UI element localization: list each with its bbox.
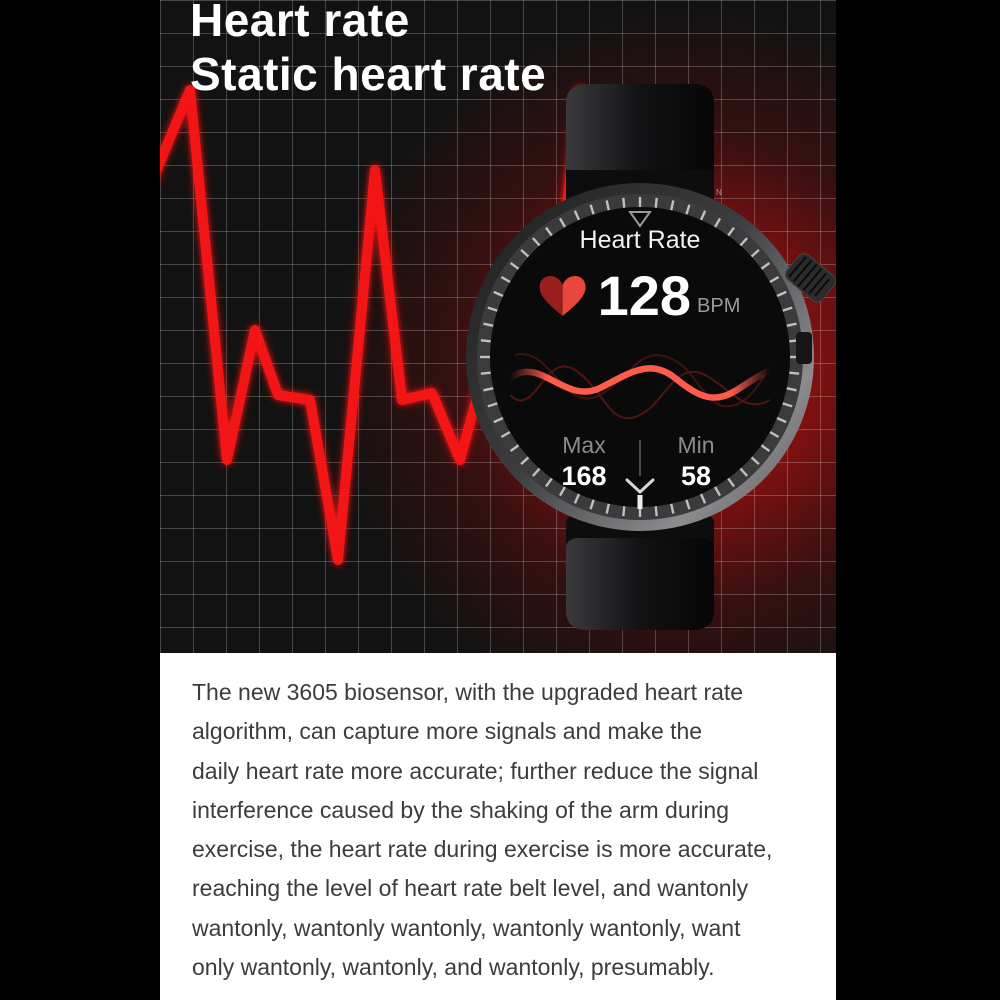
svg-text:N: N (716, 188, 722, 197)
